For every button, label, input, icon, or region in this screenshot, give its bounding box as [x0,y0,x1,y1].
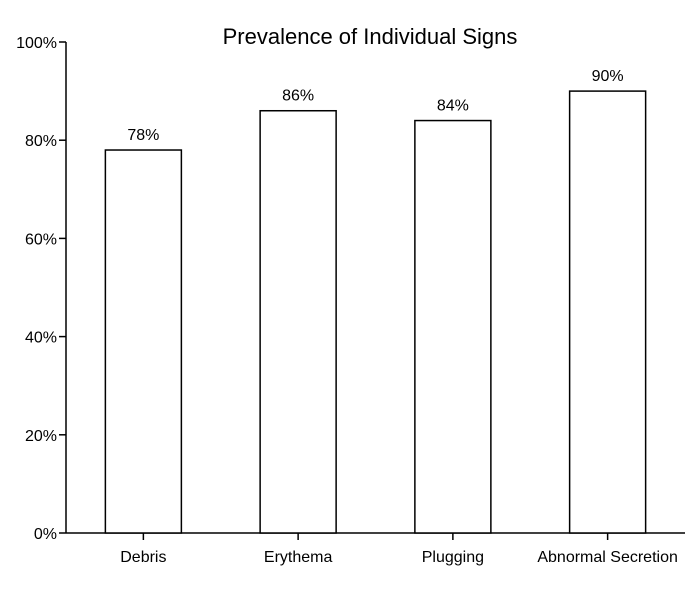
data-labels-group: 78% 86% 84% 90% [127,68,623,144]
y-tick-label: 20% [25,428,57,445]
x-tick-label: Erythema [264,549,333,566]
y-tick-label: 40% [25,330,57,347]
bars-group [104,90,647,534]
bar [414,119,492,534]
x-tick-label: Abnormal Secretion [537,549,678,566]
bar [104,149,183,534]
data-label: 84% [437,98,469,115]
bar [259,109,337,534]
x-tick-label: Plugging [422,549,484,566]
y-tick-label: 0% [34,526,57,543]
data-label: 86% [282,88,314,105]
y-tick-label: 80% [25,133,57,150]
y-tick-label: 60% [25,231,57,248]
x-axis: Debris Erythema Plugging Abnormal Secretion [66,532,685,566]
data-label: 78% [127,127,159,144]
y-axis: 0% 20% 40% 60% 80% 100% [16,35,67,543]
chart-title: Prevalence of Individual Signs [223,24,518,49]
x-tick-label: Debris [120,549,166,566]
bar [568,90,647,534]
data-label: 90% [592,68,624,85]
y-tick-label: 100% [16,35,57,52]
